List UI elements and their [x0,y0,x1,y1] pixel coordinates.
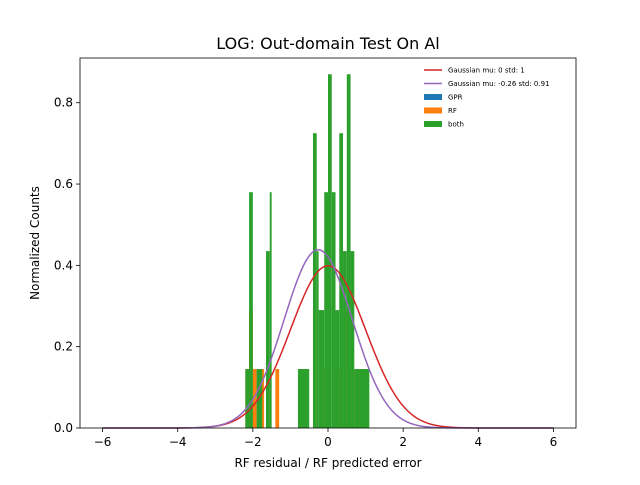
legend-label: GPR [448,94,463,102]
bar-rf-2 [252,369,257,428]
bar-both-9 [324,192,328,428]
bar-both-14 [343,251,347,428]
legend: Gaussian mu: 0 std: 1 Gaussian mu: -0.26 … [424,67,550,129]
legend-swatch-both [424,121,442,127]
bars-layer [245,74,370,428]
bar-both-4 [269,192,272,428]
x-tick-label: 0 [324,435,332,449]
bar-both-7 [316,251,319,428]
x-tick-label: 4 [474,435,482,449]
legend-swatch-rf [424,107,442,114]
bar-both-0 [245,369,250,428]
x-axis: −6 −4 −2 0 2 4 6 [94,428,558,449]
legend-swatch-gpr [424,94,442,100]
bar-both-16 [350,251,355,428]
legend-label: both [448,121,464,129]
bar-both-17 [354,369,360,428]
y-axis: 0.0 0.2 0.4 0.6 0.8 [54,96,80,435]
bar-both-3 [266,251,270,428]
y-axis-label: Normalized Counts [28,186,42,300]
bar-both-10 [328,74,332,428]
y-tick-label: 0.4 [54,258,73,272]
chart-title: LOG: Out-domain Test On Al [216,34,439,53]
x-tick-label: 2 [399,435,407,449]
bar-rf-5 [275,369,280,428]
y-tick-label: 0.6 [54,177,73,191]
bar-both-6 [312,133,317,428]
bar-both-15 [346,74,351,428]
bar-both-12 [335,310,340,428]
y-tick-label: 0.8 [54,96,73,110]
y-tick-label: 0.2 [54,340,73,354]
bar-both-18 [359,369,370,428]
legend-label: RF [448,107,457,115]
bar-both-1 [249,192,253,428]
x-tick-label: −6 [94,435,112,449]
x-tick-label: −2 [244,435,262,449]
x-tick-label: −4 [169,435,187,449]
x-tick-label: 6 [550,435,558,449]
legend-label: Gaussian mu: -0.26 std: 0.91 [448,80,550,88]
bar-both-11 [331,192,336,428]
bar-both-8 [318,310,325,428]
legend-label: Gaussian mu: 0 std: 1 [448,67,525,75]
y-tick-label: 0.0 [54,421,73,435]
bar-both-13 [339,133,344,428]
bar-both-5 [297,369,310,428]
x-axis-label: RF residual / RF predicted error [234,456,421,470]
